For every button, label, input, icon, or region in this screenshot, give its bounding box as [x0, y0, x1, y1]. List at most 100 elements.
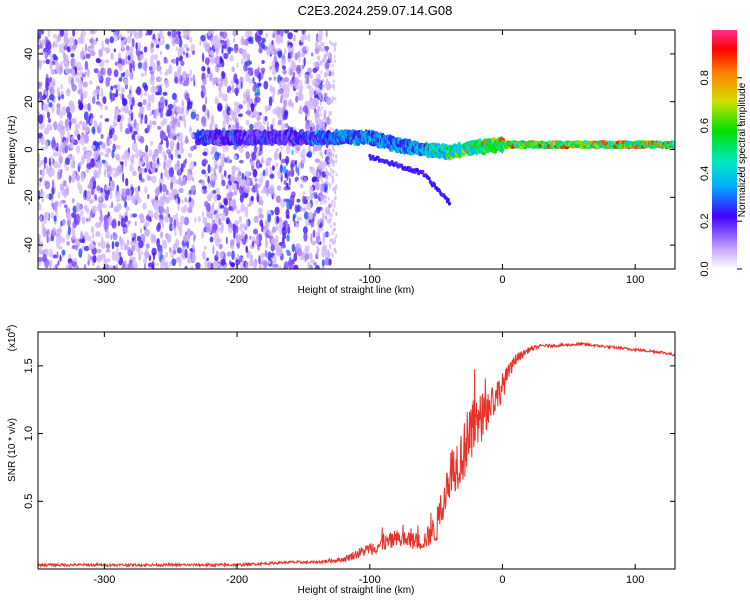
spectrogram-noise-cell [160, 50, 163, 56]
spectrogram-noise-cell [79, 70, 84, 80]
spectrogram-noise-cell [328, 159, 331, 163]
spectrogram-noise-cell [303, 207, 307, 213]
spectrogram-noise-cell [283, 99, 287, 108]
spectrogram-noise-cell [226, 251, 232, 257]
spectrogram-noise-cell [230, 262, 235, 268]
spectrogram-noise-cell [267, 213, 272, 223]
spectrogram-noise-cell [180, 139, 183, 149]
spectrogram-noise-cell [71, 198, 75, 204]
spectrogram-noise-cell [81, 155, 85, 165]
spectrogram-noise-cell [52, 179, 55, 189]
spectrogram-noise-cell [83, 111, 89, 121]
spectrogram-noise-cell [204, 96, 208, 105]
spectrogram-noise-cell [295, 164, 298, 174]
spectrogram-noise-cell [321, 227, 324, 232]
spectrogram-noise-cell [285, 208, 290, 218]
spectrogram-noise-cell [43, 127, 50, 135]
spectrogram-noise-cell [158, 177, 164, 186]
spectrogram-noise-cell [125, 127, 130, 135]
spectrogram-noise-cell [311, 177, 316, 183]
x-tick-label: -300 [93, 574, 115, 586]
spectrogram-noise-cell [283, 180, 287, 185]
spectrogram-noise-cell [213, 194, 218, 203]
spectrogram-noise-cell [223, 198, 228, 207]
spectrogram-noise-cell [238, 255, 242, 261]
spectrogram-noise-cell [126, 36, 132, 44]
spectrogram-noise-cell [281, 106, 284, 116]
spectrogram-noise-cell [147, 262, 154, 268]
spectrogram-noise-cell [105, 195, 109, 201]
spectrogram-branch-cell [368, 153, 372, 158]
spectrogram-noise-cell [117, 52, 122, 58]
spectrogram-noise-cell [253, 146, 258, 154]
spectrogram-noise-cell [290, 163, 294, 170]
spectrogram-noise-cell [220, 258, 226, 266]
spectrogram-noise-cell [186, 228, 191, 238]
spectrogram-noise-cell [101, 142, 106, 150]
spectrogram-noise-cell [319, 101, 322, 106]
spectrogram-noise-cell [49, 76, 52, 83]
spectrogram-noise-cell [215, 187, 220, 197]
spectrogram-noise-cell [245, 245, 248, 253]
spectrogram-noise-cell [66, 46, 71, 53]
spectrogram-noise-cell [178, 257, 182, 267]
spectrogram-noise-cell [39, 124, 44, 130]
spectrogram-noise-cell [114, 110, 120, 116]
spectrogram-noise-cell [100, 134, 104, 139]
spectrogram-noise-cell [47, 97, 50, 104]
spectrogram-noise-cell [302, 46, 307, 53]
spectrogram-noise-cell [77, 89, 83, 95]
spectrogram-noise-cell [304, 253, 310, 260]
spectrogram-noise-cell [250, 114, 257, 118]
spectrogram-noise-cell [229, 54, 234, 62]
spectrogram-noise-cell [245, 218, 249, 228]
spectrogram-noise-cell [68, 143, 74, 149]
spectrogram-noise-cell [254, 178, 258, 182]
spectrogram-noise-cell [40, 136, 45, 146]
spectrogram-noise-cell [323, 63, 326, 68]
spectrogram-noise-cell [84, 189, 87, 198]
spectrogram-noise-cell [222, 93, 227, 102]
spectrogram-noise-cell [263, 80, 269, 90]
snr-multiplier: (x104) [6, 325, 18, 352]
spectrogram-noise-cell [79, 184, 83, 195]
spectrogram-noise-cell [331, 175, 334, 180]
spectrogram-noise-cell [184, 197, 188, 203]
spectrogram-noise-cell [324, 248, 327, 252]
spectrogram-noise-cell [129, 85, 132, 92]
spectrogram-noise-cell [130, 159, 135, 165]
spectrogram-noise-cell [296, 216, 303, 222]
spectrogram-noise-cell [256, 233, 259, 240]
spectrogram-noise-cell [221, 58, 225, 68]
y-tick-label: 1.0 [23, 426, 35, 441]
spectrogram-noise-cell [303, 57, 306, 67]
spectrogram-noise-cell [311, 104, 316, 111]
spectrogram-noise-cell [58, 92, 61, 97]
spectrogram-noise-cell [282, 52, 286, 57]
spectrogram-noise-cell [202, 251, 206, 259]
spectrogram-noise-cell [182, 160, 186, 168]
spectrogram-noise-cell [280, 145, 283, 152]
spectrogram-noise-cell [256, 189, 259, 197]
spectrogram-noise-cell [133, 30, 137, 37]
spectrogram-noise-cell [283, 57, 286, 62]
spectrogram-noise-cell [46, 229, 51, 236]
spectrogram-noise-cell [239, 159, 244, 164]
spectrogram-noise-cell [234, 167, 240, 171]
spectrogram-noise-cell [117, 63, 123, 69]
spectrogram-noise-cell [135, 148, 140, 159]
spectrogram-noise-cell [258, 213, 264, 219]
spectrogram-noise-cell [96, 185, 101, 191]
spectrogram-noise-cell [51, 229, 55, 237]
spectrogram-noise-cell [139, 213, 144, 220]
spectrogram-noise-cell [202, 159, 208, 165]
spectrogram-noise-cell [41, 197, 45, 202]
spectrogram-noise-cell [334, 195, 337, 200]
spectrogram-noise-cell [315, 79, 318, 84]
spectrogram-noise-cell [127, 220, 131, 225]
spectrogram-noise-cell [140, 113, 144, 120]
spectrogram-noise-cell [329, 244, 332, 249]
spectrogram-noise-cell [282, 165, 287, 175]
spectrogram-noise-cell [98, 216, 104, 222]
spectrogram-noise-cell [305, 245, 310, 252]
